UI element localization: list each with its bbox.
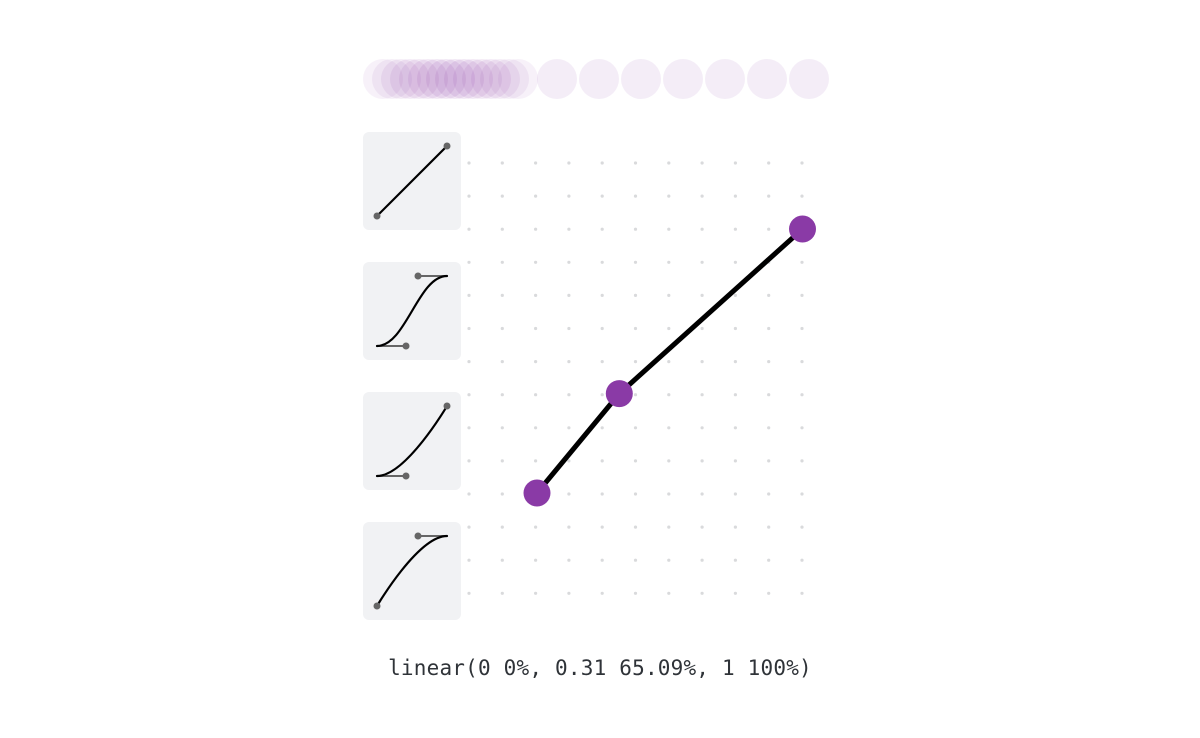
preview-ball bbox=[498, 59, 538, 99]
curve-point-handle-2[interactable] bbox=[789, 215, 816, 243]
curve-point-handle-0[interactable] bbox=[523, 479, 551, 507]
preset-linear-button[interactable] bbox=[363, 132, 461, 230]
preview-ball bbox=[462, 59, 502, 99]
preview-ball bbox=[453, 59, 493, 99]
preset-ease-in-button[interactable] bbox=[363, 392, 461, 490]
preset-ease-in-out-button[interactable] bbox=[363, 262, 461, 360]
preview-ball bbox=[417, 59, 457, 99]
preview-ball bbox=[579, 59, 619, 99]
preview-ball bbox=[399, 59, 439, 99]
linear-curve-icon bbox=[373, 142, 451, 220]
preview-ball bbox=[408, 59, 448, 99]
preset-ease-out-button[interactable] bbox=[363, 522, 461, 620]
preview-ball bbox=[663, 59, 703, 99]
preview-ball bbox=[705, 59, 745, 99]
preview-ball bbox=[789, 59, 829, 99]
preview-ball bbox=[480, 59, 520, 99]
easing-output: linear(0 0%, 0.31 65.09%, 1 100%) bbox=[388, 656, 812, 680]
preview-ball bbox=[381, 59, 421, 99]
preview-ball bbox=[489, 59, 529, 99]
preview-ball bbox=[426, 59, 466, 99]
preview-ball bbox=[747, 59, 787, 99]
preview-ball bbox=[444, 59, 484, 99]
preview-ball bbox=[621, 59, 661, 99]
preview-ball bbox=[390, 59, 430, 99]
grid-dots bbox=[467, 161, 804, 595]
preview-ball bbox=[363, 59, 403, 99]
curve-point-handle-1[interactable] bbox=[605, 380, 633, 408]
easing-curve bbox=[534, 226, 805, 496]
animation-preview-strip bbox=[0, 0, 1200, 140]
ease-in-out-curve-icon bbox=[375, 272, 449, 350]
ease-in-curve-icon bbox=[375, 402, 451, 480]
preview-ball bbox=[537, 59, 577, 99]
preview-ball bbox=[372, 59, 412, 99]
preview-ball bbox=[435, 59, 475, 99]
ease-out-curve-icon bbox=[373, 532, 449, 610]
preview-ball bbox=[471, 59, 511, 99]
